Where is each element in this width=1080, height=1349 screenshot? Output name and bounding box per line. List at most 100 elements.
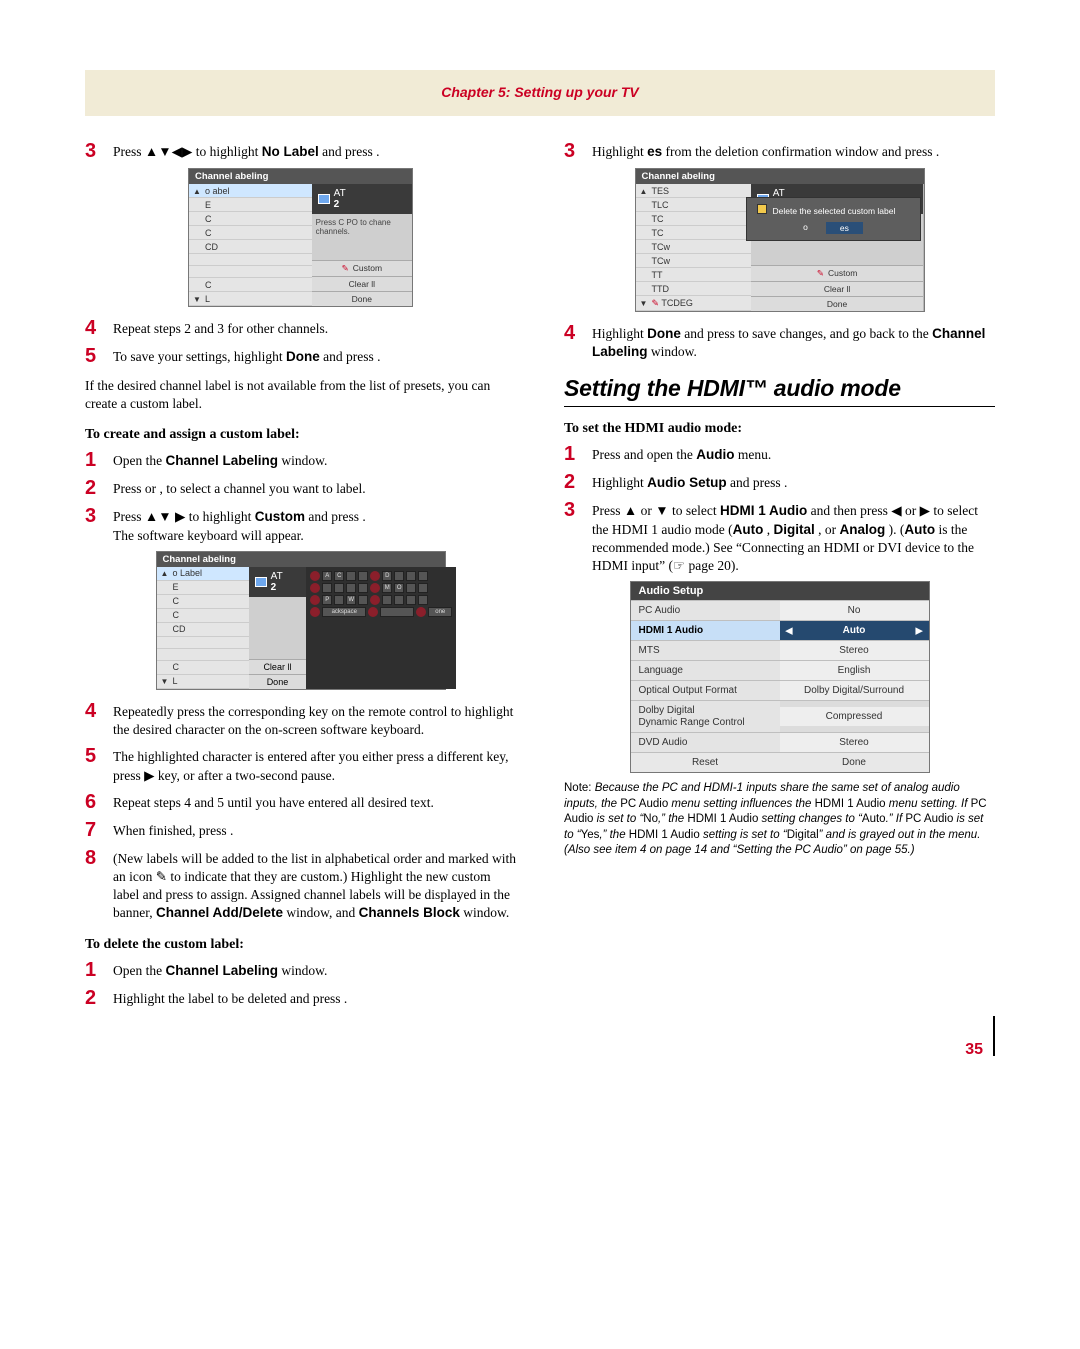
step-number: 5 [85, 345, 113, 367]
step-number: 5 [85, 745, 113, 767]
step-body: The highlighted character is entered aft… [113, 745, 516, 784]
left-c-step-8: 8 (New labels will be added to the list … [85, 847, 516, 923]
step-number: 2 [85, 987, 113, 1009]
right-b-step-1: 1 Press and open the Audio menu. [564, 443, 995, 465]
step-number: 6 [85, 791, 113, 813]
osd-row [189, 266, 312, 278]
osd-row: E [189, 198, 312, 212]
osd-row: ✎ TCDEG [636, 296, 751, 311]
step-body: Press ▲▼◀▶ to highlight No Label and pre… [113, 140, 516, 161]
audio-done: Done [780, 753, 929, 772]
osd-title: Channel abeling [189, 169, 412, 184]
audio-row-value: No [780, 601, 929, 620]
step-body: Open the Channel Labeling window. [113, 959, 516, 980]
step-body: (New labels will be added to the list in… [113, 847, 516, 923]
osd-row: o abel [189, 184, 312, 198]
audio-setup-title: Audio Setup [631, 582, 929, 600]
osd-row: L [157, 675, 249, 689]
section-title-hdmi: Setting the HDMI™ audio mode [564, 375, 995, 407]
left-c-step-5: 5 The highlighted character is entered a… [85, 745, 516, 784]
audio-row: Optical Output FormatDolby Digital/Surro… [631, 680, 929, 700]
osd-row: TLC [636, 198, 751, 212]
popup-yes-button: es [826, 222, 863, 234]
step-number: 1 [564, 443, 592, 465]
osd-preview: AT2 [312, 184, 412, 214]
left-b-step-2: 2 Press or , to select a channel you wan… [85, 477, 516, 499]
audio-row-key: HDMI 1 Audio [631, 621, 780, 640]
audio-row: Dolby DigitalDynamic Range ControlCompre… [631, 700, 929, 732]
left-b-step-3: 3 Press ▲▼ ▶ to highlight Custom and pre… [85, 505, 516, 544]
step-body: Repeatedly press the corresponding key o… [113, 700, 516, 739]
left-c-step-6: 6 Repeat steps 4 and 5 until you have en… [85, 791, 516, 813]
audio-row: HDMI 1 Audio◀Auto▶ [631, 620, 929, 640]
step-number: 2 [85, 477, 113, 499]
left-a-step-5: 5 To save your settings, highlight Done … [85, 345, 516, 367]
right-b-step-3: 3 Press ▲ or ▼ to select HDMI 1 Audio an… [564, 499, 995, 575]
osd-list: o Label E C C CD C L [157, 567, 249, 689]
page-number: 35 [965, 1041, 983, 1059]
right-column: 3 Highlight es from the deletion confirm… [564, 134, 995, 1013]
footer-divider [993, 1016, 995, 1056]
osd-done-button: Done [312, 291, 412, 306]
osd-list: o abel E C C CD C L [189, 184, 312, 306]
osd-channel-labeling-1: Channel abeling o abel E C C CD C L [188, 168, 413, 307]
step-body: Highlight the label to be deleted and pr… [113, 987, 516, 1008]
left-a-step-4: 4 Repeat steps 2 and 3 for other channel… [85, 317, 516, 339]
osd-row: E [157, 581, 249, 595]
osd-row: C [189, 226, 312, 240]
right-b-step-2: 2 Highlight Audio Setup and press . [564, 471, 995, 493]
osd-hint: Press C PO to chane channels. [312, 214, 412, 260]
tv-icon [318, 194, 330, 204]
osd-row: o Label [157, 567, 249, 581]
osd-row: C [157, 595, 249, 609]
audio-row-key: DVD Audio [631, 733, 780, 752]
osd-clear-button: Clear ll [751, 281, 924, 296]
left-d-step-2: 2 Highlight the label to be deleted and … [85, 987, 516, 1009]
osd-row [157, 637, 249, 649]
audio-row-value: Dolby Digital/Surround [780, 681, 929, 700]
subhead-create: To create and assign a custom label: [85, 427, 516, 443]
step-number: 4 [85, 700, 113, 722]
step-body: To save your settings, highlight Done an… [113, 345, 516, 366]
osd-done-button: Done [751, 296, 924, 311]
osd-list: TES TLC TC TC TCw TCw TT TTD ✎ TCDEG [636, 184, 751, 311]
audio-row-key: Dolby DigitalDynamic Range Control [631, 701, 780, 732]
osd-row: TC [636, 226, 751, 240]
step-number: 3 [564, 499, 592, 521]
audio-setup-footer: Reset Done [631, 752, 929, 772]
osd-row: TT [636, 268, 751, 282]
step-number: 1 [85, 449, 113, 471]
step-body: Repeat steps 2 and 3 for other channels. [113, 317, 516, 338]
audio-row: DVD AudioStereo [631, 732, 929, 752]
left-column: 3 Press ▲▼◀▶ to highlight No Label and p… [85, 134, 516, 1013]
osd-row: C [157, 661, 249, 675]
step-number: 3 [85, 140, 113, 162]
osd-row [157, 649, 249, 661]
note: Note: Because the PC and HDMI-1 inputs s… [564, 781, 995, 859]
step-body: Press and open the Audio menu. [592, 443, 995, 464]
step-body: Open the Channel Labeling window. [113, 449, 516, 470]
osd-row: C [189, 212, 312, 226]
step-body: Highlight es from the deletion confirmat… [592, 140, 995, 161]
audio-row-value: Stereo [780, 733, 929, 752]
chapter-title: Chapter 5: Setting up your TV [85, 84, 995, 100]
step-body: Press or , to select a channel you want … [113, 477, 516, 498]
warning-icon [757, 204, 767, 214]
step-body: Repeat steps 4 and 5 until you have ente… [113, 791, 516, 812]
osd-row: TES [636, 184, 751, 198]
right-step-4: 4 Highlight Done and press to save chang… [564, 322, 995, 361]
osd-buttons: ✎Custom Clear ll Done [312, 260, 412, 306]
audio-setup-rows: PC AudioNoHDMI 1 Audio◀Auto▶MTSStereoLan… [631, 600, 929, 752]
step-number: 3 [85, 505, 113, 527]
audio-row-value: Compressed [780, 707, 929, 726]
step-body: Highlight Audio Setup and press . [592, 471, 995, 492]
osd-custom-button: ✎Custom [312, 260, 412, 276]
audio-row-key: Optical Output Format [631, 681, 780, 700]
osd-title: Channel abeling [636, 169, 924, 184]
two-columns: 3 Press ▲▼◀▶ to highlight No Label and p… [85, 134, 995, 1013]
osd-right-panel: AT2 Press C PO to chane channels. ✎Custo… [312, 184, 412, 306]
audio-row: LanguageEnglish [631, 660, 929, 680]
subhead-hdmi: To set the HDMI audio mode: [564, 421, 995, 437]
osd-row: CD [189, 240, 312, 254]
audio-row: MTSStereo [631, 640, 929, 660]
